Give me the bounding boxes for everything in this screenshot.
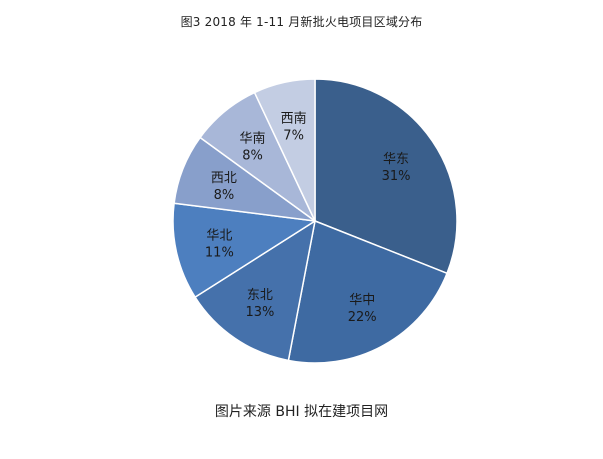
slice-label-value-northeast: 13% [245, 305, 274, 320]
slice-label-value-east-china: 31% [382, 169, 411, 184]
chart-title: 图3 2018 年 1-11 月新批火电项目区域分布 [180, 15, 423, 29]
slice-label-value-southwest: 7% [283, 128, 304, 143]
image-source-caption: 图片来源 BHI 拟在建项目网 [214, 404, 389, 420]
slice-label-name-southwest: 西南 [281, 110, 307, 126]
slice-label-name-northwest: 西北 [211, 171, 237, 186]
pie-slice-central-china [287, 220, 448, 364]
pie-slice-southwest [253, 78, 316, 222]
slice-label-name-north-china: 华北 [206, 228, 232, 243]
slice-label-name-east-china: 华东 [383, 152, 409, 167]
slice-label-value-central-china: 22% [348, 310, 377, 325]
slice-label-name-south-china: 华南 [240, 130, 266, 146]
slice-label-value-northwest: 8% [214, 188, 235, 203]
slice-label-value-north-china: 11% [205, 245, 234, 260]
pie-slice-north-china [172, 202, 316, 298]
slice-label-value-south-china: 8% [242, 148, 263, 163]
pie-slices [172, 78, 458, 364]
pie-slice-east-china [314, 78, 458, 275]
pie-slice-northeast [194, 220, 316, 362]
slice-label-name-central-china: 华中 [349, 293, 375, 308]
pie-labels: 华东 31% 华中 22% 东北 13% 华北 11% 西北 8% 华南 8% 西南 7% [205, 110, 411, 325]
slice-label-name-northeast: 东北 [247, 288, 273, 303]
